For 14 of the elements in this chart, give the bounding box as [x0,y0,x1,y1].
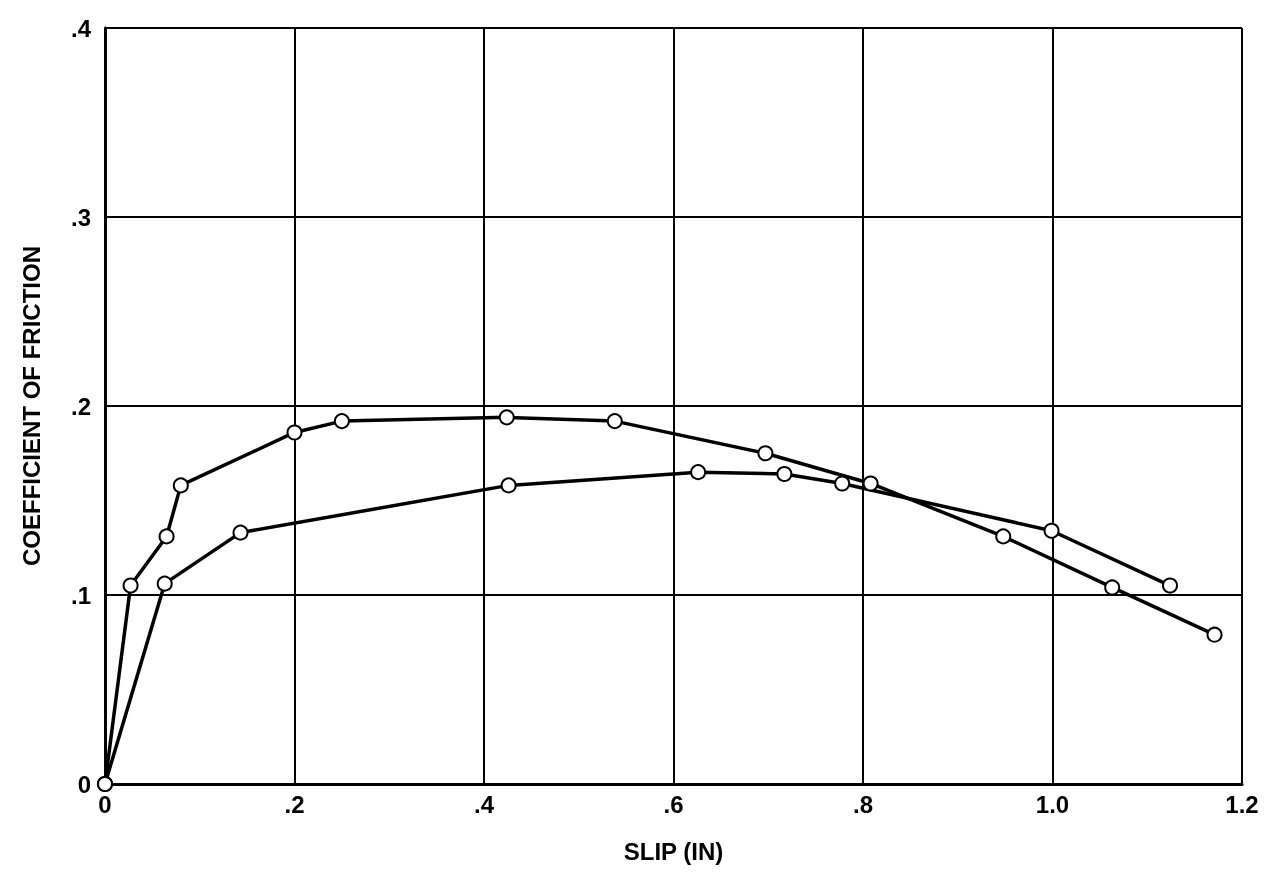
x-tick-label: 1.2 [1225,790,1259,818]
x-tick-label: 0 [98,790,112,818]
x-tick-label: .8 [852,790,874,818]
y-tick-label: .3 [70,203,91,231]
y-tick-label: .1 [70,581,91,609]
y-tick-label: .4 [70,14,92,42]
y-axis-title: COEFFICIENT OF FRICTION [17,246,45,566]
x-tick-label: .2 [284,790,305,818]
x-tick-label: .4 [473,790,495,818]
y-tick-label: 0 [77,770,91,798]
x-tick-label: 1.0 [1035,790,1070,818]
y-tick-label: .2 [70,392,91,420]
x-axis-title: SLIP (IN) [623,837,724,865]
x-tick-label: .6 [663,790,684,818]
